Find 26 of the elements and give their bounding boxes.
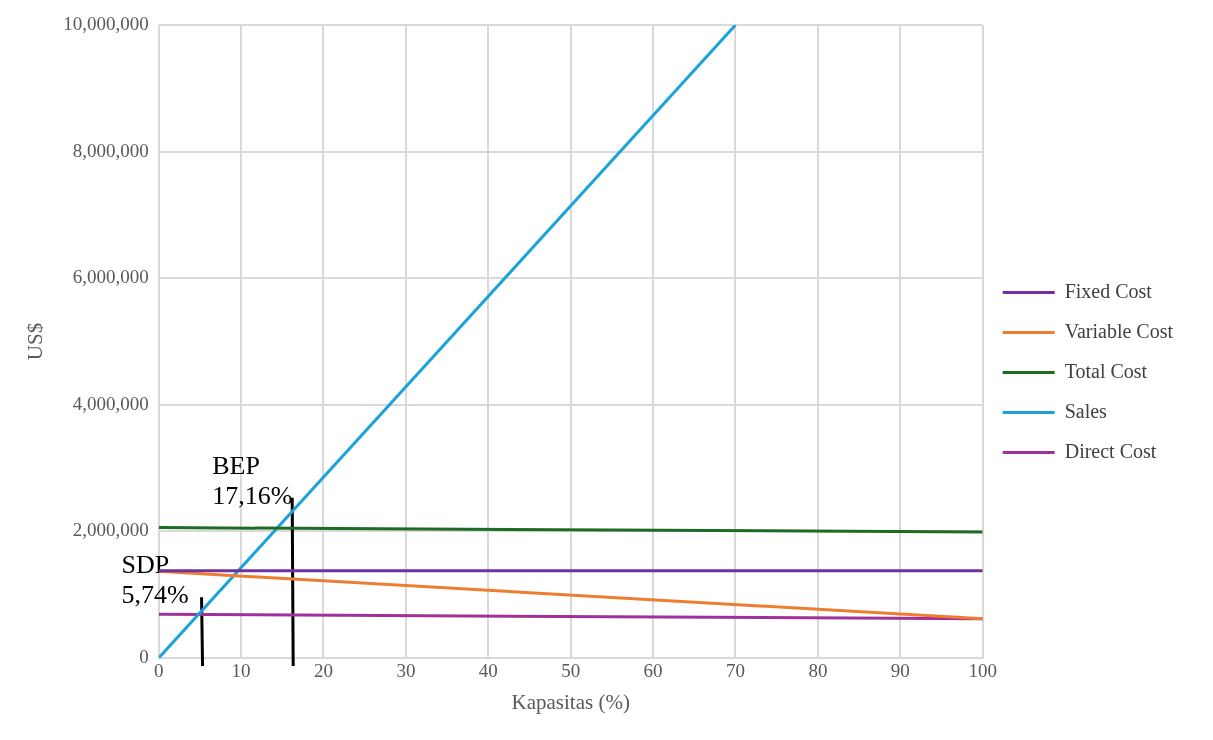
legend-label: Variable Cost [1064,319,1174,342]
x-tick-label: 50 [561,660,581,682]
y-tick-label: 8,000,000 [72,139,149,161]
y-tick-label: 6,000,000 [72,266,149,288]
x-axis-title: Kapasitas (%) [511,689,630,714]
legend-label: Sales [1064,399,1108,422]
y-tick-label: 0 [139,645,149,667]
x-tick-label: 60 [643,660,663,682]
y-axis-title: US$ [23,322,48,361]
annotation: BEP 17,16% [212,450,293,510]
x-tick-label: 40 [478,660,498,682]
x-tick-label: 30 [396,660,416,682]
x-tick-label: 100 [968,660,997,682]
x-tick-label: 20 [314,660,333,682]
x-tick-label: 70 [725,660,745,682]
x-tick-label: 90 [890,660,910,682]
annotation: SDP 5,74% [121,550,189,610]
x-tick-label: 80 [808,660,828,682]
x-tick-label: 10 [231,660,251,682]
y-tick-label: 2,000,000 [72,519,149,541]
y-tick-label: 4,000,000 [72,392,149,414]
y-tick-label: 10,000,000 [63,12,149,34]
legend-label: Direct Cost [1064,439,1157,462]
legend-label: Total Cost [1064,359,1148,382]
x-tick-label: 0 [153,660,164,682]
legend-label: Fixed Cost [1064,279,1153,302]
